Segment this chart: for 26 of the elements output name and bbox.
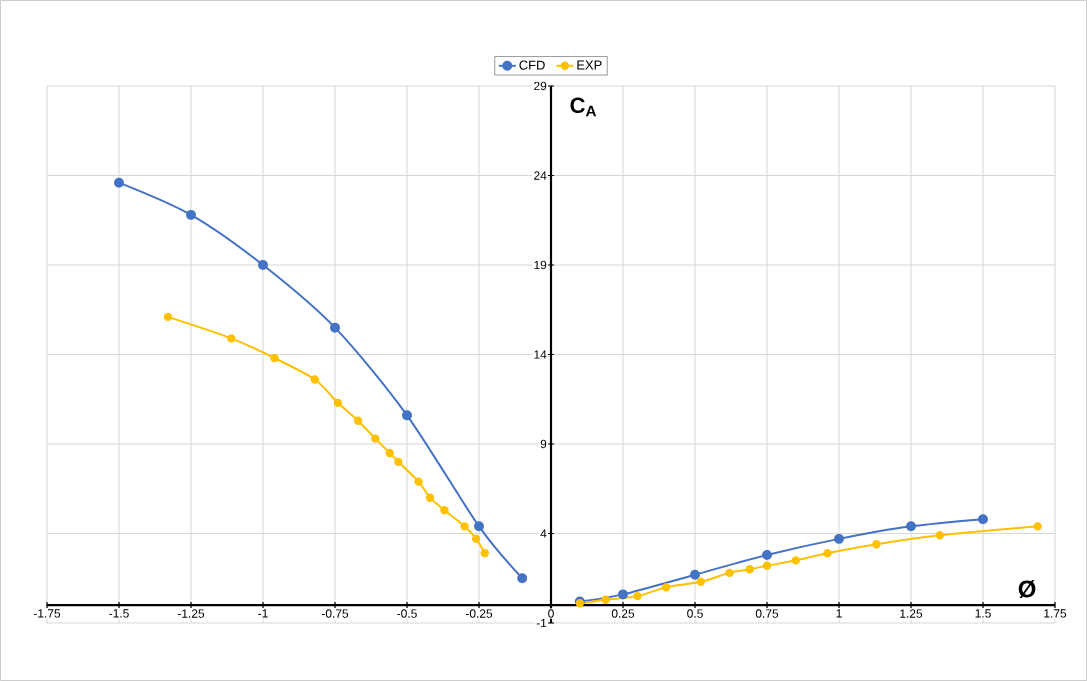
y-tick-label: 14 (534, 350, 547, 359)
x-tick-label: 1.5 (975, 609, 991, 618)
x-axis-title: Ø (1018, 579, 1036, 599)
x-tick-label: 0.75 (755, 609, 779, 618)
legend-label: EXP (577, 60, 602, 70)
y-tick-label: 4 (540, 529, 547, 538)
y-axis-title: C$_{A}$ (570, 97, 597, 117)
x-tick-label: -0.75 (321, 609, 349, 618)
x-tick-label: 0.25 (611, 609, 635, 618)
y-tick-label: 29 (534, 81, 547, 91)
x-tick-label: -1.25 (177, 609, 205, 618)
x-tick-label: 0.5 (687, 609, 703, 618)
y-tick-label: 19 (534, 260, 547, 270)
x-tick-label: -1.5 (109, 609, 129, 618)
x-tick-label: 1 (836, 609, 842, 618)
x-tick-label: -1 (258, 609, 268, 618)
x-tick-label: -1.75 (33, 609, 61, 618)
x-tick-label: 0 (548, 609, 554, 618)
x-tick-label: 1.25 (900, 609, 923, 618)
x-tick-label: 1.75 (1044, 609, 1067, 618)
y-tick-label: 24 (534, 171, 547, 180)
x-tick-label: -0.25 (465, 609, 493, 618)
y-tick-label: 9 (540, 439, 547, 449)
legend-label: CFD (519, 60, 545, 70)
y-tick-label: -1 (536, 618, 547, 628)
x-tick-label: -0.5 (397, 609, 417, 618)
